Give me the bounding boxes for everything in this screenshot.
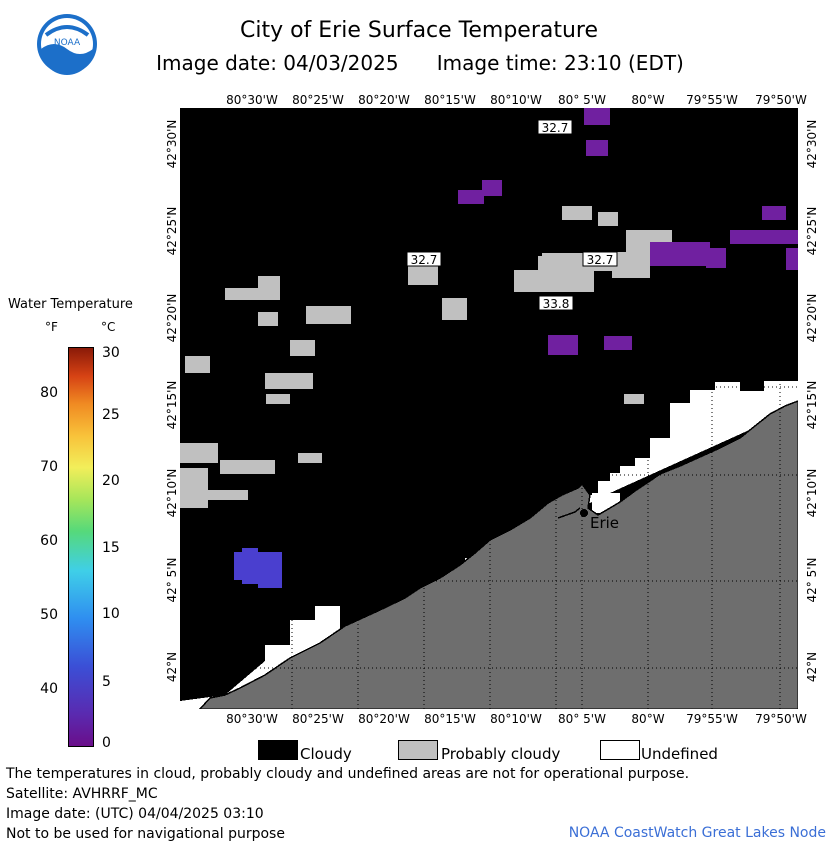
- lon-label-top: 80°W: [631, 93, 665, 107]
- svg-text:33.8: 33.8: [543, 297, 570, 311]
- coastline-detail: [557, 507, 581, 519]
- temp-label: 32.7: [582, 251, 618, 267]
- lon-label-top: 80°15'W: [424, 93, 476, 107]
- legend-tick-c: 0: [102, 735, 111, 751]
- legend-tick-c: 5: [102, 674, 111, 690]
- utc-date-text: Image date: (UTC) 04/04/2025 03:10: [6, 806, 264, 822]
- legend-tick-f: 60: [40, 533, 58, 549]
- lon-label-top: 80°25'W: [292, 93, 344, 107]
- noaa-logo: NOAA: [37, 14, 97, 75]
- image-time: Image time: 23:10 (EDT): [436, 51, 684, 75]
- probably-cloudy-area: [180, 206, 672, 508]
- temp-label: 33.8: [538, 295, 574, 311]
- lat-label-left: 42°25'N: [165, 206, 179, 256]
- lat-label-right: 42°15'N: [805, 380, 819, 430]
- lon-label-bottom: 80°15'W: [424, 712, 476, 726]
- svg-text:32.7: 32.7: [542, 121, 569, 135]
- lat-label-right: 42°20'N: [805, 293, 819, 343]
- lon-label-top: 80°30'W: [226, 93, 278, 107]
- navigation-warning-text: Not to be used for navigational purpose: [6, 826, 285, 842]
- lon-label-top: 79°55'W: [686, 93, 738, 107]
- lon-label-top: 80°20'W: [358, 93, 410, 107]
- svg-text:NOAA: NOAA: [54, 38, 81, 48]
- svg-text:32.7: 32.7: [411, 253, 438, 267]
- lat-lon-grid: [180, 108, 798, 709]
- lat-label-right: 42° 5'N: [805, 557, 819, 603]
- lat-label-left: 42°30'N: [165, 119, 179, 169]
- legend-tick-f: 40: [40, 681, 58, 697]
- lat-label-left: 42°20'N: [165, 293, 179, 343]
- legend-unit-c: °C: [101, 320, 116, 334]
- legend-tick-c: 10: [102, 606, 120, 622]
- image-date: Image date: 04/03/2025: [156, 51, 399, 75]
- lat-label-left: 42°10'N: [165, 468, 179, 518]
- lat-label-right: 42°N: [805, 651, 819, 683]
- lat-label-left: 42° 5'N: [165, 557, 179, 603]
- lon-label-bottom: 80°20'W: [358, 712, 410, 726]
- temp-label: 32.7: [406, 251, 442, 267]
- page-title: City of Erie Surface Temperature: [239, 18, 599, 43]
- lon-label-bottom: 80° 5'W: [558, 712, 606, 726]
- temperature-map: 32.7 32.7 32.7 33.8 Erie: [180, 108, 798, 709]
- probably-cloudy-label: Probably cloudy: [441, 745, 561, 763]
- cold-water-area: [458, 108, 798, 355]
- lon-label-top: 79°50'W: [755, 93, 807, 107]
- lat-label-left: 42°N: [165, 651, 179, 683]
- temp-label: 32.7: [537, 119, 573, 135]
- legend-tick-f: 70: [40, 459, 58, 475]
- lat-label-right: 42°10'N: [805, 468, 819, 518]
- erie-city-marker: [580, 509, 588, 517]
- coastwatch-node-credit: NOAA CoastWatch Great Lakes Node: [568, 825, 826, 841]
- satellite-text: Satellite: AVHRRF_MC: [6, 786, 158, 802]
- undefined-area: [180, 381, 798, 709]
- lon-label-top: 80° 5'W: [558, 93, 606, 107]
- disclaimer-text: The temperatures in cloud, probably clou…: [6, 766, 690, 782]
- lon-label-bottom: 79°55'W: [686, 712, 738, 726]
- lon-label-bottom: 80°W: [631, 712, 665, 726]
- legend-tick-c: 30: [102, 345, 120, 361]
- lon-label-bottom: 80°25'W: [292, 712, 344, 726]
- legend-tick-f: 80: [40, 385, 58, 401]
- erie-city-label: Erie: [590, 514, 619, 532]
- lat-label-right: 42°30'N: [805, 119, 819, 169]
- legend-unit-f: °F: [45, 320, 58, 334]
- image-date-time: Image date: 04/03/2025 Image time: 23:10…: [60, 51, 780, 75]
- cloudy-label: Cloudy: [300, 745, 352, 763]
- lon-label-bottom: 79°50'W: [755, 712, 807, 726]
- lat-label-right: 42°25'N: [805, 206, 819, 256]
- legend-color-bar: [68, 347, 94, 747]
- legend-title: Water Temperature: [8, 297, 133, 312]
- blue-water-area: [234, 548, 282, 588]
- legend-tick-f: 50: [40, 607, 58, 623]
- cloudy-swatch: [258, 740, 298, 760]
- lon-label-bottom: 80°30'W: [226, 712, 278, 726]
- legend-tick-c: 20: [102, 473, 120, 489]
- svg-text:32.7: 32.7: [587, 253, 614, 267]
- legend-tick-c: 25: [102, 407, 120, 423]
- lat-label-left: 42°15'N: [165, 380, 179, 430]
- undefined-swatch: [600, 740, 640, 760]
- undefined-label: Undefined: [641, 745, 718, 763]
- lon-label-bottom: 80°10'W: [490, 712, 542, 726]
- legend-tick-c: 15: [102, 540, 120, 556]
- probably-cloudy-swatch: [398, 740, 438, 760]
- lon-label-top: 80°10'W: [490, 93, 542, 107]
